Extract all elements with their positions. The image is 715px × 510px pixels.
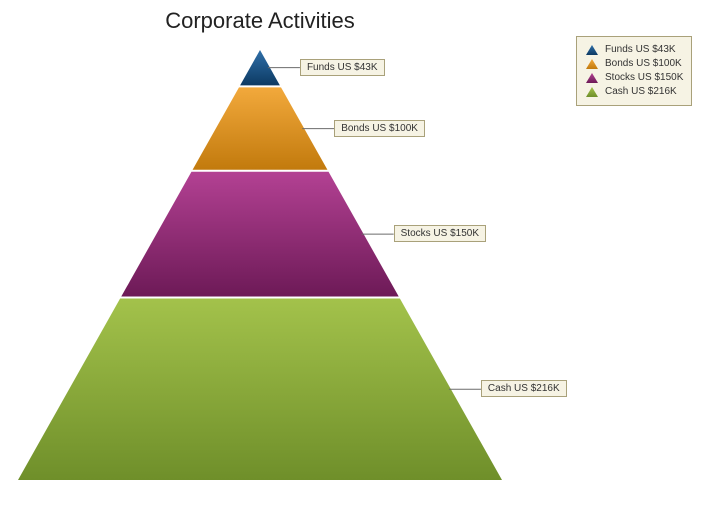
legend-swatch-triangle-icon — [585, 86, 599, 98]
legend-swatch-triangle-icon — [585, 58, 599, 70]
pyramid-slice-cash — [18, 299, 502, 480]
legend-item-1: Bonds US $100K — [585, 57, 683, 71]
legend-item-3: Cash US $216K — [585, 85, 683, 99]
callout-funds: Funds US $43K — [300, 59, 385, 76]
legend-swatch-triangle-icon — [585, 44, 599, 56]
callout-bonds: Bonds US $100K — [334, 120, 425, 137]
callout-stocks: Stocks US $150K — [394, 225, 486, 242]
legend: Funds US $43KBonds US $100KStocks US $15… — [576, 36, 692, 106]
legend-item-0: Funds US $43K — [585, 43, 683, 57]
pyramid-slice-stocks — [121, 172, 398, 297]
legend-label: Stocks US $150K — [605, 71, 683, 85]
legend-label: Bonds US $100K — [605, 57, 682, 71]
callout-cash: Cash US $216K — [481, 380, 567, 397]
legend-swatch-triangle-icon — [585, 72, 599, 84]
legend-label: Cash US $216K — [605, 85, 677, 99]
legend-label: Funds US $43K — [605, 43, 676, 57]
legend-item-2: Stocks US $150K — [585, 71, 683, 85]
